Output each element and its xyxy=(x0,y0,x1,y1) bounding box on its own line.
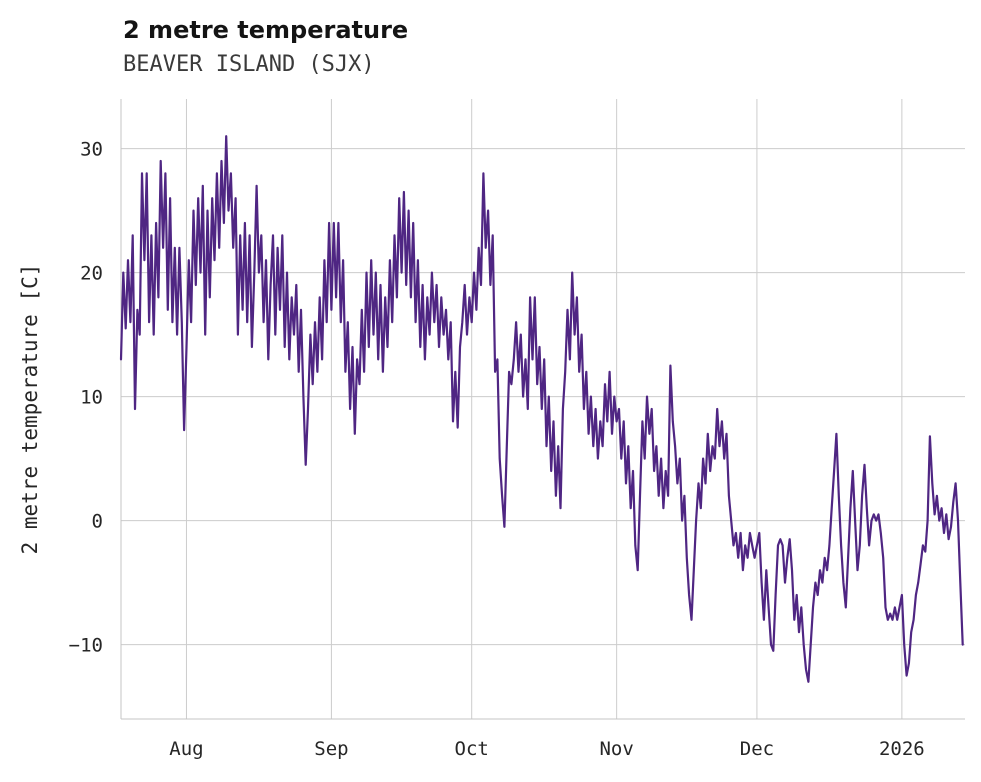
x-tick-label: Sep xyxy=(314,738,348,760)
tick-labels-group: −10 0 10 20 30 Aug Sep Oct Nov Dec 2026 xyxy=(69,139,925,760)
y-tick-label: 20 xyxy=(80,263,103,285)
y-tick-label: 30 xyxy=(80,139,103,161)
chart-title: 2 metre temperature xyxy=(123,16,409,44)
y-tick-label: 0 xyxy=(92,511,103,533)
x-tick-label: Nov xyxy=(599,738,633,760)
y-tick-label: −10 xyxy=(69,635,103,657)
x-tick-label: Aug xyxy=(169,738,203,760)
series-group xyxy=(119,135,964,683)
temperature-line xyxy=(119,135,964,683)
x-tick-label: Oct xyxy=(455,738,489,760)
x-tick-label: Dec xyxy=(740,738,774,760)
chart-subtitle: BEAVER ISLAND (SJX) xyxy=(123,52,375,77)
y-tick-label: 10 xyxy=(80,387,103,409)
x-tick-label: 2026 xyxy=(879,738,925,760)
axis-spines-group xyxy=(120,99,965,720)
gridlines-group xyxy=(121,99,965,719)
